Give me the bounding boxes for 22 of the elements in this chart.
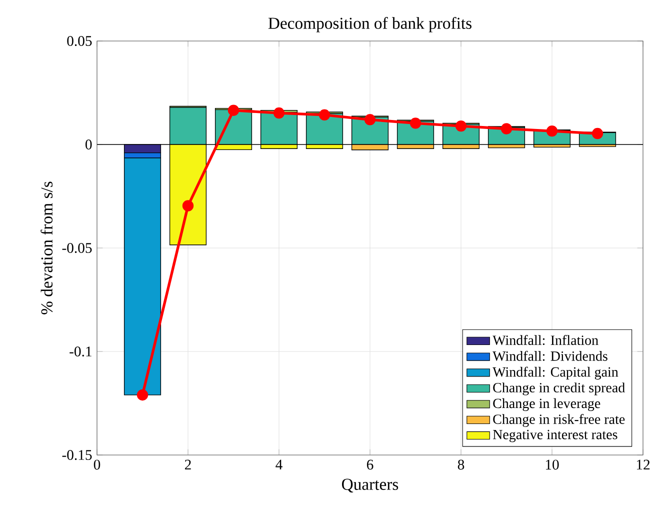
y-tick-label: 0.05 [67, 36, 92, 46]
chart-title: Decomposition of bank profits [268, 17, 472, 32]
legend-label: Change in leverage [493, 398, 600, 411]
legend-label: Change in risk-free rate [493, 414, 625, 427]
legend-label: Windfall: Capital gain [492, 366, 618, 380]
legend-label: Negative interest rates [492, 430, 618, 442]
y-tick-label: -0.15 [62, 450, 92, 460]
y-tick-label: 0 [86, 140, 92, 150]
x-tick-label: 2 [184, 460, 191, 470]
x-tick-label: 8 [458, 460, 464, 470]
y-tick-label: -0.1 [70, 346, 92, 356]
x-tick-label: 6 [366, 460, 374, 470]
legend-label: Windfall: Dividends [492, 350, 608, 361]
y-axis-title: % devation from s/s [40, 182, 53, 314]
legend-label: Windfall: Inflation [492, 335, 598, 346]
y-tick-label: -0.05 [62, 243, 92, 253]
x-tick-label: 0 [94, 460, 100, 470]
x-tick-label: 10 [546, 460, 559, 470]
x-tick-label: 12 [636, 460, 650, 470]
x-axis-title: Quarters [342, 478, 398, 492]
legend-label: Change in credit spread [493, 382, 625, 396]
x-tick-label: 4 [276, 460, 282, 470]
